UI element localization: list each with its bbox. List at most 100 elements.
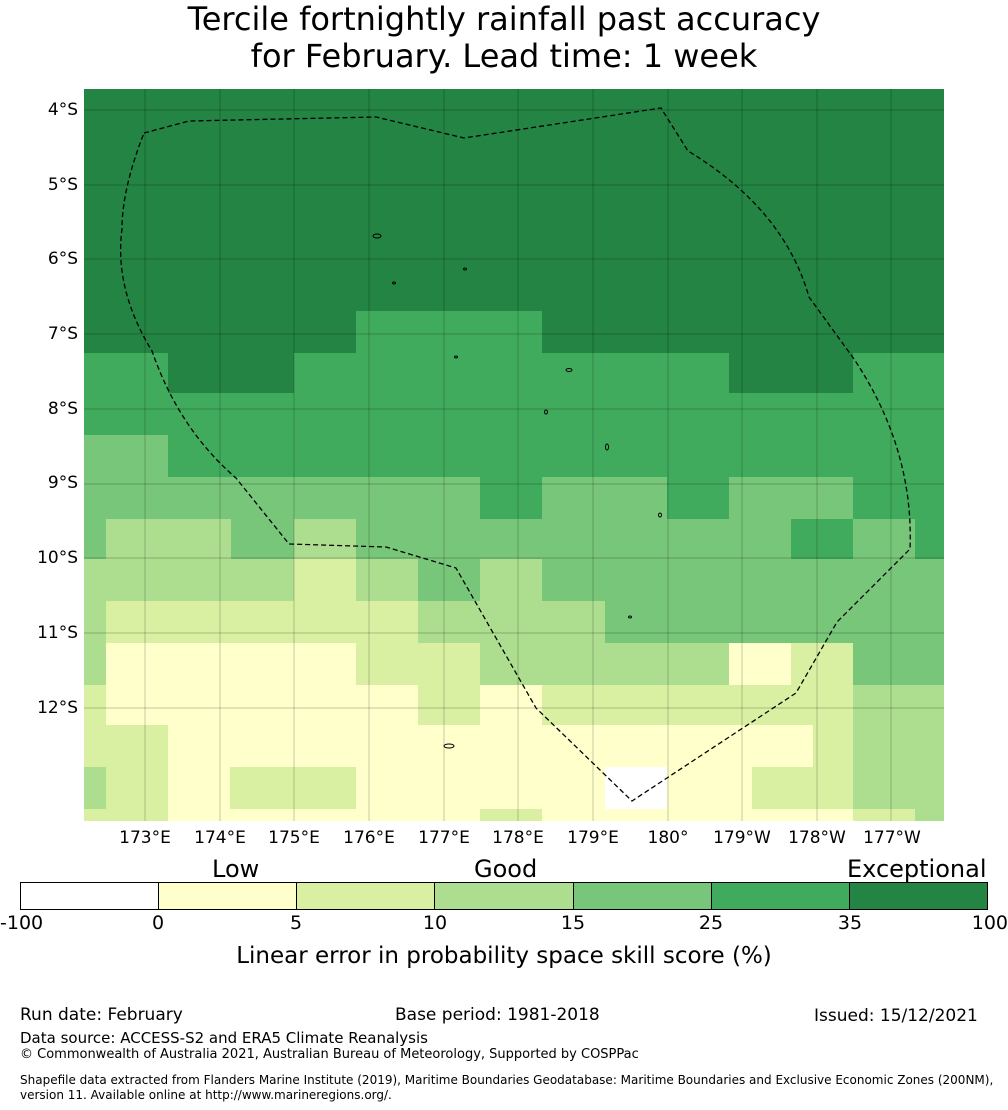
colorbar-segment bbox=[711, 883, 850, 909]
longitude-label: 174°E bbox=[194, 828, 246, 848]
island-outline bbox=[443, 743, 455, 749]
skill-cell bbox=[106, 643, 356, 685]
skill-cell bbox=[418, 685, 480, 727]
skill-cell bbox=[168, 809, 480, 821]
map-title-line1: Tercile fortnightly rainfall past accura… bbox=[187, 0, 821, 38]
latitude-label: 12°S bbox=[37, 698, 78, 718]
run-date: Run date: February bbox=[20, 1005, 183, 1025]
colorbar-segment bbox=[159, 883, 298, 909]
skill-map bbox=[84, 89, 944, 821]
skill-cell bbox=[480, 809, 542, 821]
issued-date: Issued: 15/12/2021 bbox=[814, 1006, 978, 1026]
skill-cell bbox=[853, 767, 944, 809]
colorbar-segment bbox=[435, 883, 574, 909]
latitude-label: 8°S bbox=[47, 399, 78, 419]
colorbar-tick-label: 100 bbox=[971, 912, 1008, 934]
island-outline bbox=[628, 615, 632, 619]
data-source: Data source: ACCESS-S2 and ERA5 Climate … bbox=[20, 1029, 428, 1047]
colorbar-tick-label: 10 bbox=[422, 912, 448, 934]
island-outline bbox=[454, 355, 458, 359]
island-outline bbox=[605, 443, 609, 451]
map-title-line2: for February. Lead time: 1 week bbox=[250, 37, 758, 75]
shapefile-credit-line2: version 11. Available online at http://w… bbox=[20, 1088, 392, 1102]
colorbar-tick-label: 15 bbox=[560, 912, 586, 934]
colorbar bbox=[20, 882, 988, 910]
skill-cell bbox=[853, 519, 915, 561]
skill-cell bbox=[791, 519, 853, 561]
skill-cell bbox=[168, 725, 813, 767]
skill-cell bbox=[605, 767, 667, 809]
skill-cell bbox=[168, 767, 230, 809]
skill-cell bbox=[729, 353, 853, 393]
skill-cell bbox=[84, 89, 944, 353]
skill-cell bbox=[667, 477, 729, 519]
latitude-label: 5°S bbox=[47, 175, 78, 195]
longitude-label: 177°E bbox=[418, 828, 470, 848]
skill-cell bbox=[915, 519, 944, 561]
skill-cell bbox=[356, 311, 542, 353]
shapefile-credit-line1: Shapefile data extracted from Flanders M… bbox=[20, 1073, 994, 1087]
colorbar-segment bbox=[573, 883, 712, 909]
skill-cell bbox=[480, 477, 542, 519]
longitude-label: 176°E bbox=[343, 828, 395, 848]
colorbar-tick-label: 5 bbox=[289, 912, 303, 934]
colorbar-tick-label: 35 bbox=[837, 912, 863, 934]
longitude-label: 173°E bbox=[119, 828, 171, 848]
latitude-label: 7°S bbox=[47, 324, 78, 344]
colorbar-tick-label: 0 bbox=[151, 912, 165, 934]
skill-cell bbox=[356, 767, 752, 809]
category-good: Good bbox=[474, 855, 538, 883]
latitude-label: 6°S bbox=[47, 249, 78, 269]
longitude-label: 178°W bbox=[788, 828, 846, 848]
skill-cell bbox=[294, 559, 356, 601]
skill-cell bbox=[84, 601, 106, 643]
colorbar-tick-label: 25 bbox=[698, 912, 724, 934]
latitude-label: 9°S bbox=[47, 473, 78, 493]
skill-cell bbox=[853, 725, 944, 767]
skill-cell bbox=[915, 809, 944, 821]
skill-cell bbox=[853, 685, 944, 727]
longitude-label: 175°E bbox=[268, 828, 320, 848]
skill-cell bbox=[168, 353, 294, 393]
skill-cell bbox=[480, 559, 542, 601]
longitude-label: 177°W bbox=[863, 828, 921, 848]
island-outline bbox=[658, 512, 662, 518]
skill-cell bbox=[791, 643, 853, 685]
latitude-label: 10°S bbox=[37, 548, 78, 568]
colorbar-segment bbox=[849, 883, 987, 909]
skill-cell bbox=[84, 477, 480, 519]
skill-cell bbox=[605, 601, 944, 643]
island-outline bbox=[565, 368, 573, 372]
island-outline bbox=[392, 281, 396, 285]
skill-cell bbox=[542, 311, 944, 353]
skill-cell bbox=[853, 477, 944, 519]
colorbar-segment bbox=[297, 883, 436, 909]
island-outline bbox=[544, 409, 548, 415]
longitude-label: 178°E bbox=[492, 828, 544, 848]
island-outline bbox=[463, 267, 467, 271]
latitude-label: 11°S bbox=[37, 623, 78, 643]
longitude-label: 179°W bbox=[713, 828, 771, 848]
island-outline bbox=[372, 233, 382, 239]
skill-cell bbox=[84, 767, 106, 809]
skill-cell bbox=[729, 643, 791, 685]
skill-cell bbox=[791, 767, 853, 809]
skill-cell bbox=[84, 311, 356, 353]
skill-cell bbox=[542, 809, 853, 821]
category-low: Low bbox=[212, 855, 260, 883]
skill-cell bbox=[480, 643, 729, 685]
skill-cell bbox=[106, 685, 418, 727]
skill-cell bbox=[106, 519, 231, 561]
base-period: Base period: 1981-2018 bbox=[395, 1005, 600, 1025]
longitude-label: 179°E bbox=[567, 828, 619, 848]
skill-cell bbox=[168, 435, 944, 477]
colorbar-segment bbox=[21, 883, 160, 909]
latitude-label: 4°S bbox=[47, 100, 78, 120]
colorbar-tick-label: -100 bbox=[0, 912, 44, 934]
category-exceptional: Exceptional bbox=[847, 855, 987, 883]
skill-cell bbox=[480, 685, 542, 727]
skill-cell bbox=[106, 435, 168, 477]
skill-cell bbox=[294, 519, 356, 561]
skill-cell bbox=[542, 685, 853, 727]
skill-cell bbox=[418, 601, 605, 643]
